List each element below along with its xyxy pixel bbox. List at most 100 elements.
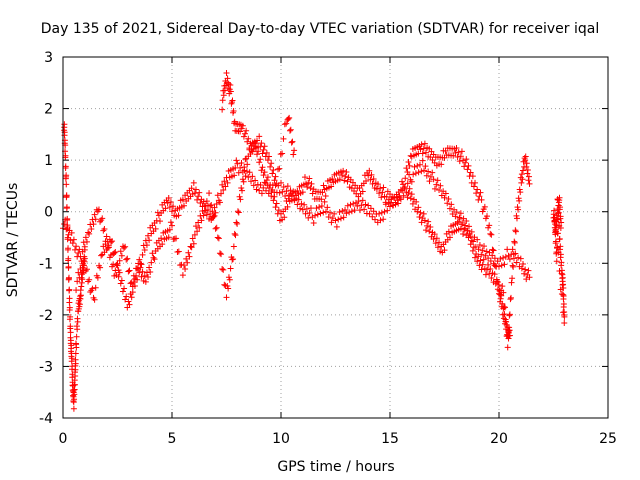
data-point	[441, 194, 448, 201]
data-point	[225, 285, 232, 292]
data-point	[454, 154, 461, 161]
data-point	[302, 210, 309, 217]
data-point	[277, 151, 284, 158]
data-point	[407, 195, 414, 202]
data-point	[485, 255, 492, 262]
data-point	[238, 125, 245, 132]
data-point	[118, 252, 125, 259]
data-point	[521, 270, 528, 277]
data-point	[264, 157, 271, 164]
data-point	[299, 189, 306, 196]
x-axis-label: GPS time / hours	[277, 459, 394, 475]
data-point	[453, 145, 460, 152]
data-point	[276, 165, 283, 172]
data-point	[230, 108, 237, 115]
data-point	[297, 205, 304, 212]
data-point	[73, 287, 80, 294]
data-point	[320, 182, 327, 189]
data-point	[404, 180, 411, 187]
data-point	[497, 291, 504, 298]
data-point	[557, 204, 564, 211]
data-point	[406, 162, 413, 169]
data-point	[468, 237, 475, 244]
data-point	[248, 178, 255, 185]
data-point	[267, 163, 274, 170]
data-point	[352, 199, 359, 206]
data-point	[138, 261, 145, 268]
data-point	[433, 235, 440, 242]
data-point	[519, 167, 526, 174]
data-point	[88, 225, 95, 232]
data-point	[190, 179, 197, 186]
y-tick-label: 1	[44, 153, 53, 169]
data-point	[324, 204, 331, 211]
data-point	[475, 253, 482, 260]
data-point	[500, 254, 507, 261]
data-point	[400, 181, 407, 188]
y-tick-label: 2	[44, 102, 53, 118]
data-point	[110, 261, 117, 268]
data-point	[63, 192, 70, 199]
data-point	[272, 204, 279, 211]
data-point	[141, 272, 148, 279]
data-point	[224, 75, 231, 82]
data-point	[122, 243, 129, 250]
data-point	[474, 186, 481, 193]
data-point	[136, 256, 143, 263]
data-point	[182, 265, 189, 272]
data-point	[429, 169, 436, 176]
data-point	[505, 252, 512, 259]
data-point	[285, 115, 292, 122]
data-point	[397, 196, 404, 203]
x-tick-label: 20	[490, 431, 508, 447]
data-point	[117, 280, 124, 287]
data-point	[343, 169, 350, 176]
data-point	[331, 210, 338, 217]
data-point	[76, 301, 83, 308]
data-point	[167, 219, 174, 226]
data-point	[75, 269, 82, 276]
data-point	[231, 172, 238, 179]
data-point	[438, 161, 445, 168]
data-point	[69, 240, 76, 247]
data-point	[143, 242, 150, 249]
data-point	[74, 326, 81, 333]
data-point	[239, 122, 246, 129]
data-point	[431, 231, 438, 238]
data-point	[304, 183, 311, 190]
data-point	[342, 173, 349, 180]
data-point	[261, 169, 268, 176]
data-point	[211, 212, 218, 219]
data-point	[220, 92, 227, 99]
data-point	[272, 173, 279, 180]
data-point	[418, 168, 425, 175]
data-point	[258, 167, 265, 174]
data-point	[111, 249, 118, 256]
data-point	[320, 209, 327, 216]
data-point	[266, 153, 273, 160]
data-point	[121, 285, 128, 292]
data-point	[215, 235, 222, 242]
data-point	[507, 296, 514, 303]
data-point	[306, 175, 313, 182]
data-point	[501, 261, 508, 268]
data-point	[77, 292, 84, 299]
data-point	[489, 252, 496, 259]
data-point	[223, 69, 230, 76]
y-tick-label: -3	[39, 359, 53, 375]
x-tick-label: 25	[599, 431, 617, 447]
data-point	[98, 252, 105, 259]
data-point	[286, 114, 293, 121]
data-point	[125, 268, 132, 275]
data-point	[446, 234, 453, 241]
data-point	[70, 405, 77, 412]
data-point	[221, 87, 228, 94]
data-point	[91, 296, 98, 303]
data-point	[418, 141, 425, 148]
data-point	[169, 222, 175, 229]
data-point	[516, 186, 523, 193]
data-point	[461, 163, 468, 170]
data-point	[135, 260, 142, 267]
data-point	[246, 169, 253, 176]
data-point	[169, 208, 175, 215]
